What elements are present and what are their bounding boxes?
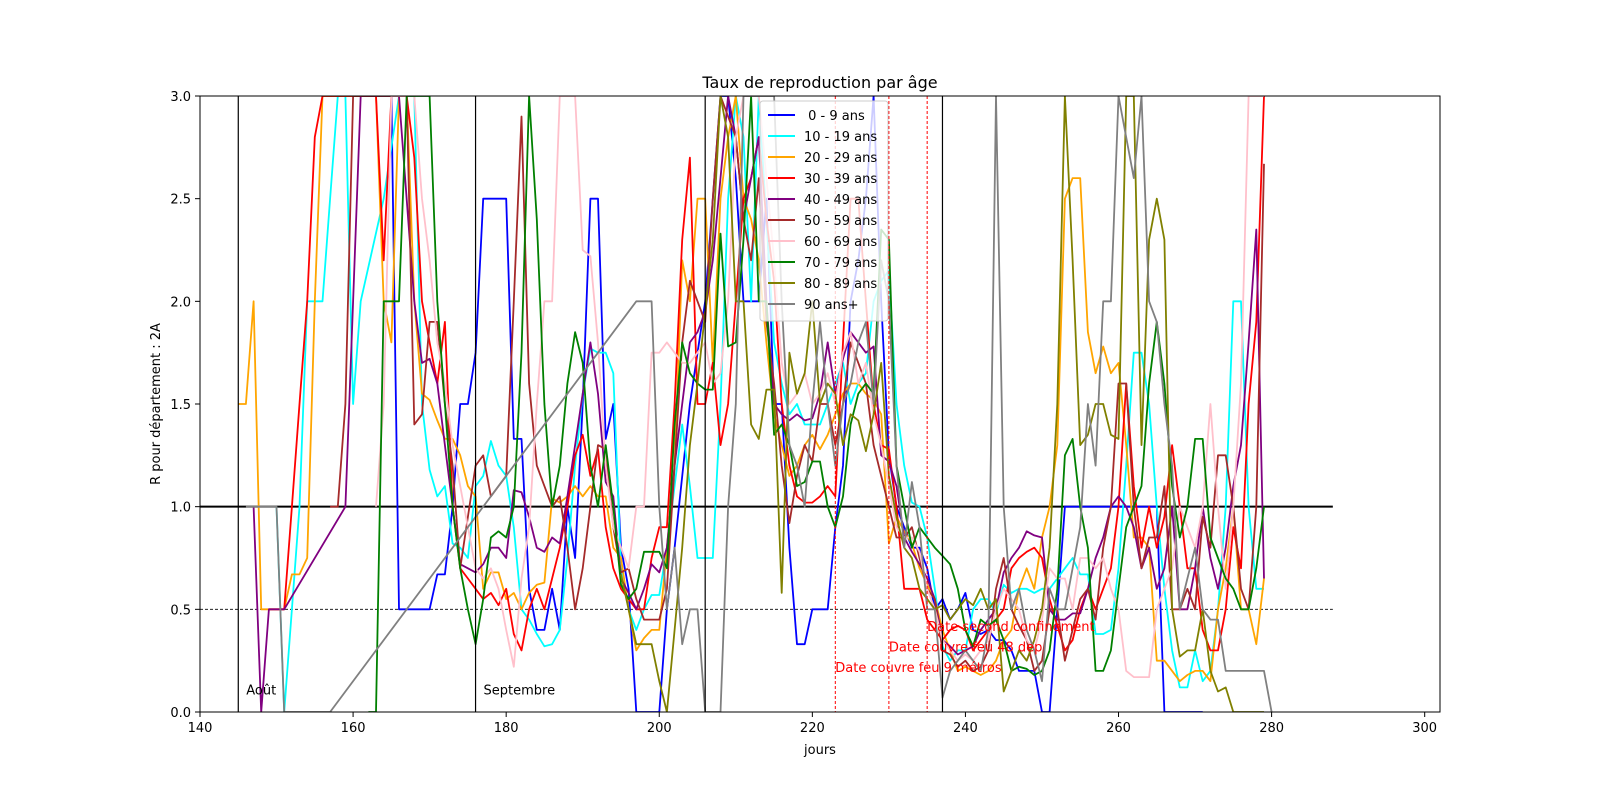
y-tick-label: 2.0 — [170, 295, 191, 310]
series-line — [368, 96, 1265, 712]
legend-label: 70 - 79 ans — [804, 256, 877, 271]
y-tick-label: 0.5 — [170, 603, 191, 618]
month-label: Septembre — [484, 683, 556, 698]
legend-label: 20 - 29 ans — [804, 151, 877, 166]
y-tick-label: 1.0 — [170, 501, 191, 516]
y-tick-label: 0.0 — [170, 706, 191, 721]
event-label: Date couvre feu 48 dep — [889, 640, 1043, 655]
series-line — [275, 96, 1264, 712]
x-tick-label: 220 — [800, 721, 825, 736]
x-tick-label: 180 — [494, 721, 519, 736]
x-axis-label: jours — [803, 743, 836, 758]
x-tick-label: 240 — [953, 721, 978, 736]
x-tick-label: 260 — [1106, 721, 1131, 736]
legend-label: 80 - 89 ans — [804, 277, 877, 292]
legend-label: 0 - 9 ans — [804, 109, 865, 124]
legend-label: 60 - 69 ans — [804, 235, 877, 250]
legend-label: 40 - 49 ans — [804, 193, 877, 208]
event-label: Date second confinement — [927, 620, 1094, 635]
series-line — [620, 96, 1264, 712]
x-tick-label: 140 — [188, 721, 213, 736]
legend-label: 50 - 59 ans — [804, 214, 877, 229]
series-line — [330, 96, 1265, 672]
legend-label: 30 - 39 ans — [804, 172, 877, 187]
x-tick-label: 280 — [1259, 721, 1284, 736]
event-label: Date couvre feu 9 métros — [835, 661, 1002, 676]
legend-label: 90 ans+ — [804, 298, 859, 313]
x-tick-label: 300 — [1412, 721, 1437, 736]
y-tick-label: 2.5 — [170, 193, 191, 208]
legend-label: 10 - 19 ans — [804, 130, 877, 145]
x-tick-label: 200 — [647, 721, 672, 736]
series-line — [245, 96, 1273, 712]
month-label: Août — [246, 683, 276, 698]
y-tick-label: 3.0 — [170, 90, 191, 105]
x-tick-label: 160 — [341, 721, 366, 736]
chart-title: Taux de reproduction par âge — [701, 73, 937, 92]
y-axis-label: R pour département : 2A — [149, 323, 164, 485]
y-tick-label: 1.5 — [170, 398, 191, 413]
